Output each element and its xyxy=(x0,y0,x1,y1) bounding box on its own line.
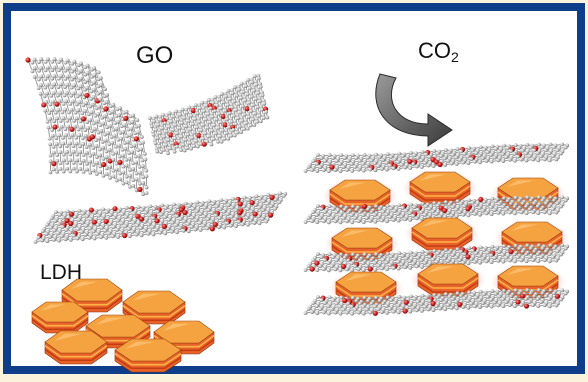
ldh-label: LDH xyxy=(40,262,82,283)
go-label: GO xyxy=(136,44,173,68)
co2-label-subscript: 2 xyxy=(451,49,459,65)
co2-label: CO2 xyxy=(418,40,459,64)
white-panel xyxy=(11,11,577,366)
co2-label-main: CO xyxy=(418,38,451,63)
